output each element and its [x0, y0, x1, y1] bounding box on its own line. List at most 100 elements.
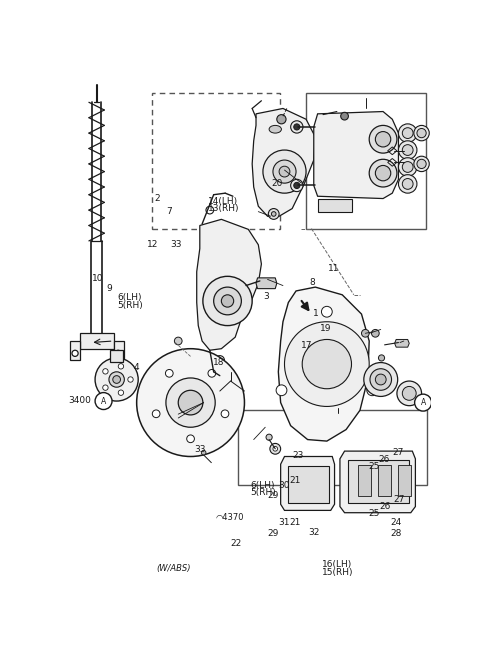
Circle shape	[285, 322, 369, 407]
Circle shape	[279, 166, 290, 177]
Circle shape	[187, 435, 194, 443]
Text: 6(LH): 6(LH)	[251, 481, 275, 490]
Circle shape	[294, 182, 300, 189]
Circle shape	[271, 212, 276, 216]
Circle shape	[369, 159, 397, 187]
Circle shape	[402, 145, 413, 156]
Text: A: A	[101, 397, 106, 405]
Text: 21: 21	[289, 476, 300, 485]
Text: 9: 9	[107, 284, 112, 293]
Circle shape	[364, 362, 398, 397]
Text: 10: 10	[92, 274, 103, 283]
Circle shape	[128, 377, 133, 382]
Text: 19: 19	[320, 323, 331, 333]
Circle shape	[211, 370, 219, 378]
Circle shape	[417, 129, 426, 138]
Text: 2: 2	[155, 194, 160, 203]
Circle shape	[166, 378, 215, 427]
Text: 26: 26	[378, 455, 390, 464]
Text: 11: 11	[328, 264, 339, 273]
Circle shape	[402, 128, 413, 139]
Text: 25: 25	[369, 509, 380, 517]
Text: A: A	[420, 398, 426, 407]
Circle shape	[263, 150, 306, 193]
Circle shape	[208, 370, 216, 377]
Text: 5(RH): 5(RH)	[251, 488, 276, 498]
Polygon shape	[281, 457, 335, 510]
Text: 23: 23	[292, 451, 303, 460]
Circle shape	[294, 124, 300, 130]
Circle shape	[402, 179, 413, 189]
Circle shape	[367, 385, 378, 396]
Circle shape	[103, 369, 108, 374]
Text: 25: 25	[369, 462, 380, 471]
Text: 16(LH): 16(LH)	[322, 560, 352, 569]
Text: 29: 29	[267, 529, 279, 537]
Circle shape	[375, 131, 391, 147]
Text: 27: 27	[392, 448, 404, 457]
Circle shape	[118, 364, 124, 369]
Text: 26: 26	[379, 502, 390, 511]
Circle shape	[174, 337, 182, 345]
Bar	[110, 350, 123, 362]
Text: 24: 24	[390, 518, 401, 527]
Circle shape	[291, 180, 303, 191]
Circle shape	[95, 393, 112, 409]
Polygon shape	[80, 333, 114, 348]
Circle shape	[369, 125, 397, 153]
Polygon shape	[314, 112, 398, 199]
Circle shape	[72, 350, 78, 356]
Text: ◠4370: ◠4370	[216, 513, 244, 522]
Circle shape	[291, 121, 303, 133]
Circle shape	[397, 381, 421, 406]
Text: 1: 1	[312, 310, 318, 319]
Polygon shape	[359, 465, 371, 496]
Circle shape	[113, 376, 120, 383]
Text: 4: 4	[133, 363, 139, 372]
Circle shape	[215, 356, 225, 365]
Text: 30: 30	[278, 481, 289, 490]
Circle shape	[273, 446, 277, 451]
Polygon shape	[278, 287, 369, 441]
Polygon shape	[288, 466, 329, 503]
Text: 18: 18	[213, 358, 224, 367]
Circle shape	[137, 348, 244, 457]
Text: 5(RH): 5(RH)	[118, 301, 143, 310]
Circle shape	[414, 125, 429, 141]
Circle shape	[398, 175, 417, 193]
Bar	[152, 93, 280, 228]
Text: 13(RH): 13(RH)	[208, 205, 240, 213]
Circle shape	[221, 295, 234, 307]
Text: 15(RH): 15(RH)	[322, 568, 353, 577]
Circle shape	[276, 385, 287, 396]
Circle shape	[203, 277, 252, 325]
Circle shape	[270, 444, 281, 454]
Circle shape	[118, 390, 124, 395]
Text: 33: 33	[170, 240, 182, 249]
Circle shape	[302, 339, 351, 389]
Text: 14(LH): 14(LH)	[208, 197, 239, 206]
Circle shape	[214, 287, 241, 315]
Text: 22: 22	[230, 539, 242, 548]
Circle shape	[341, 112, 348, 120]
Text: 31: 31	[278, 518, 290, 527]
Polygon shape	[114, 341, 123, 360]
Circle shape	[277, 115, 286, 124]
Circle shape	[370, 369, 392, 390]
Text: (W/ABS): (W/ABS)	[156, 564, 191, 573]
Text: 28: 28	[390, 529, 401, 537]
Polygon shape	[348, 461, 409, 504]
Circle shape	[166, 370, 173, 377]
Circle shape	[115, 350, 121, 356]
Text: 8: 8	[310, 278, 315, 287]
Polygon shape	[340, 451, 415, 513]
Bar	[238, 411, 427, 485]
Circle shape	[398, 158, 417, 176]
Circle shape	[201, 450, 206, 455]
Polygon shape	[398, 465, 411, 496]
Circle shape	[372, 329, 379, 337]
Circle shape	[398, 124, 417, 143]
Circle shape	[178, 390, 203, 415]
Circle shape	[221, 410, 229, 418]
Polygon shape	[256, 278, 277, 288]
